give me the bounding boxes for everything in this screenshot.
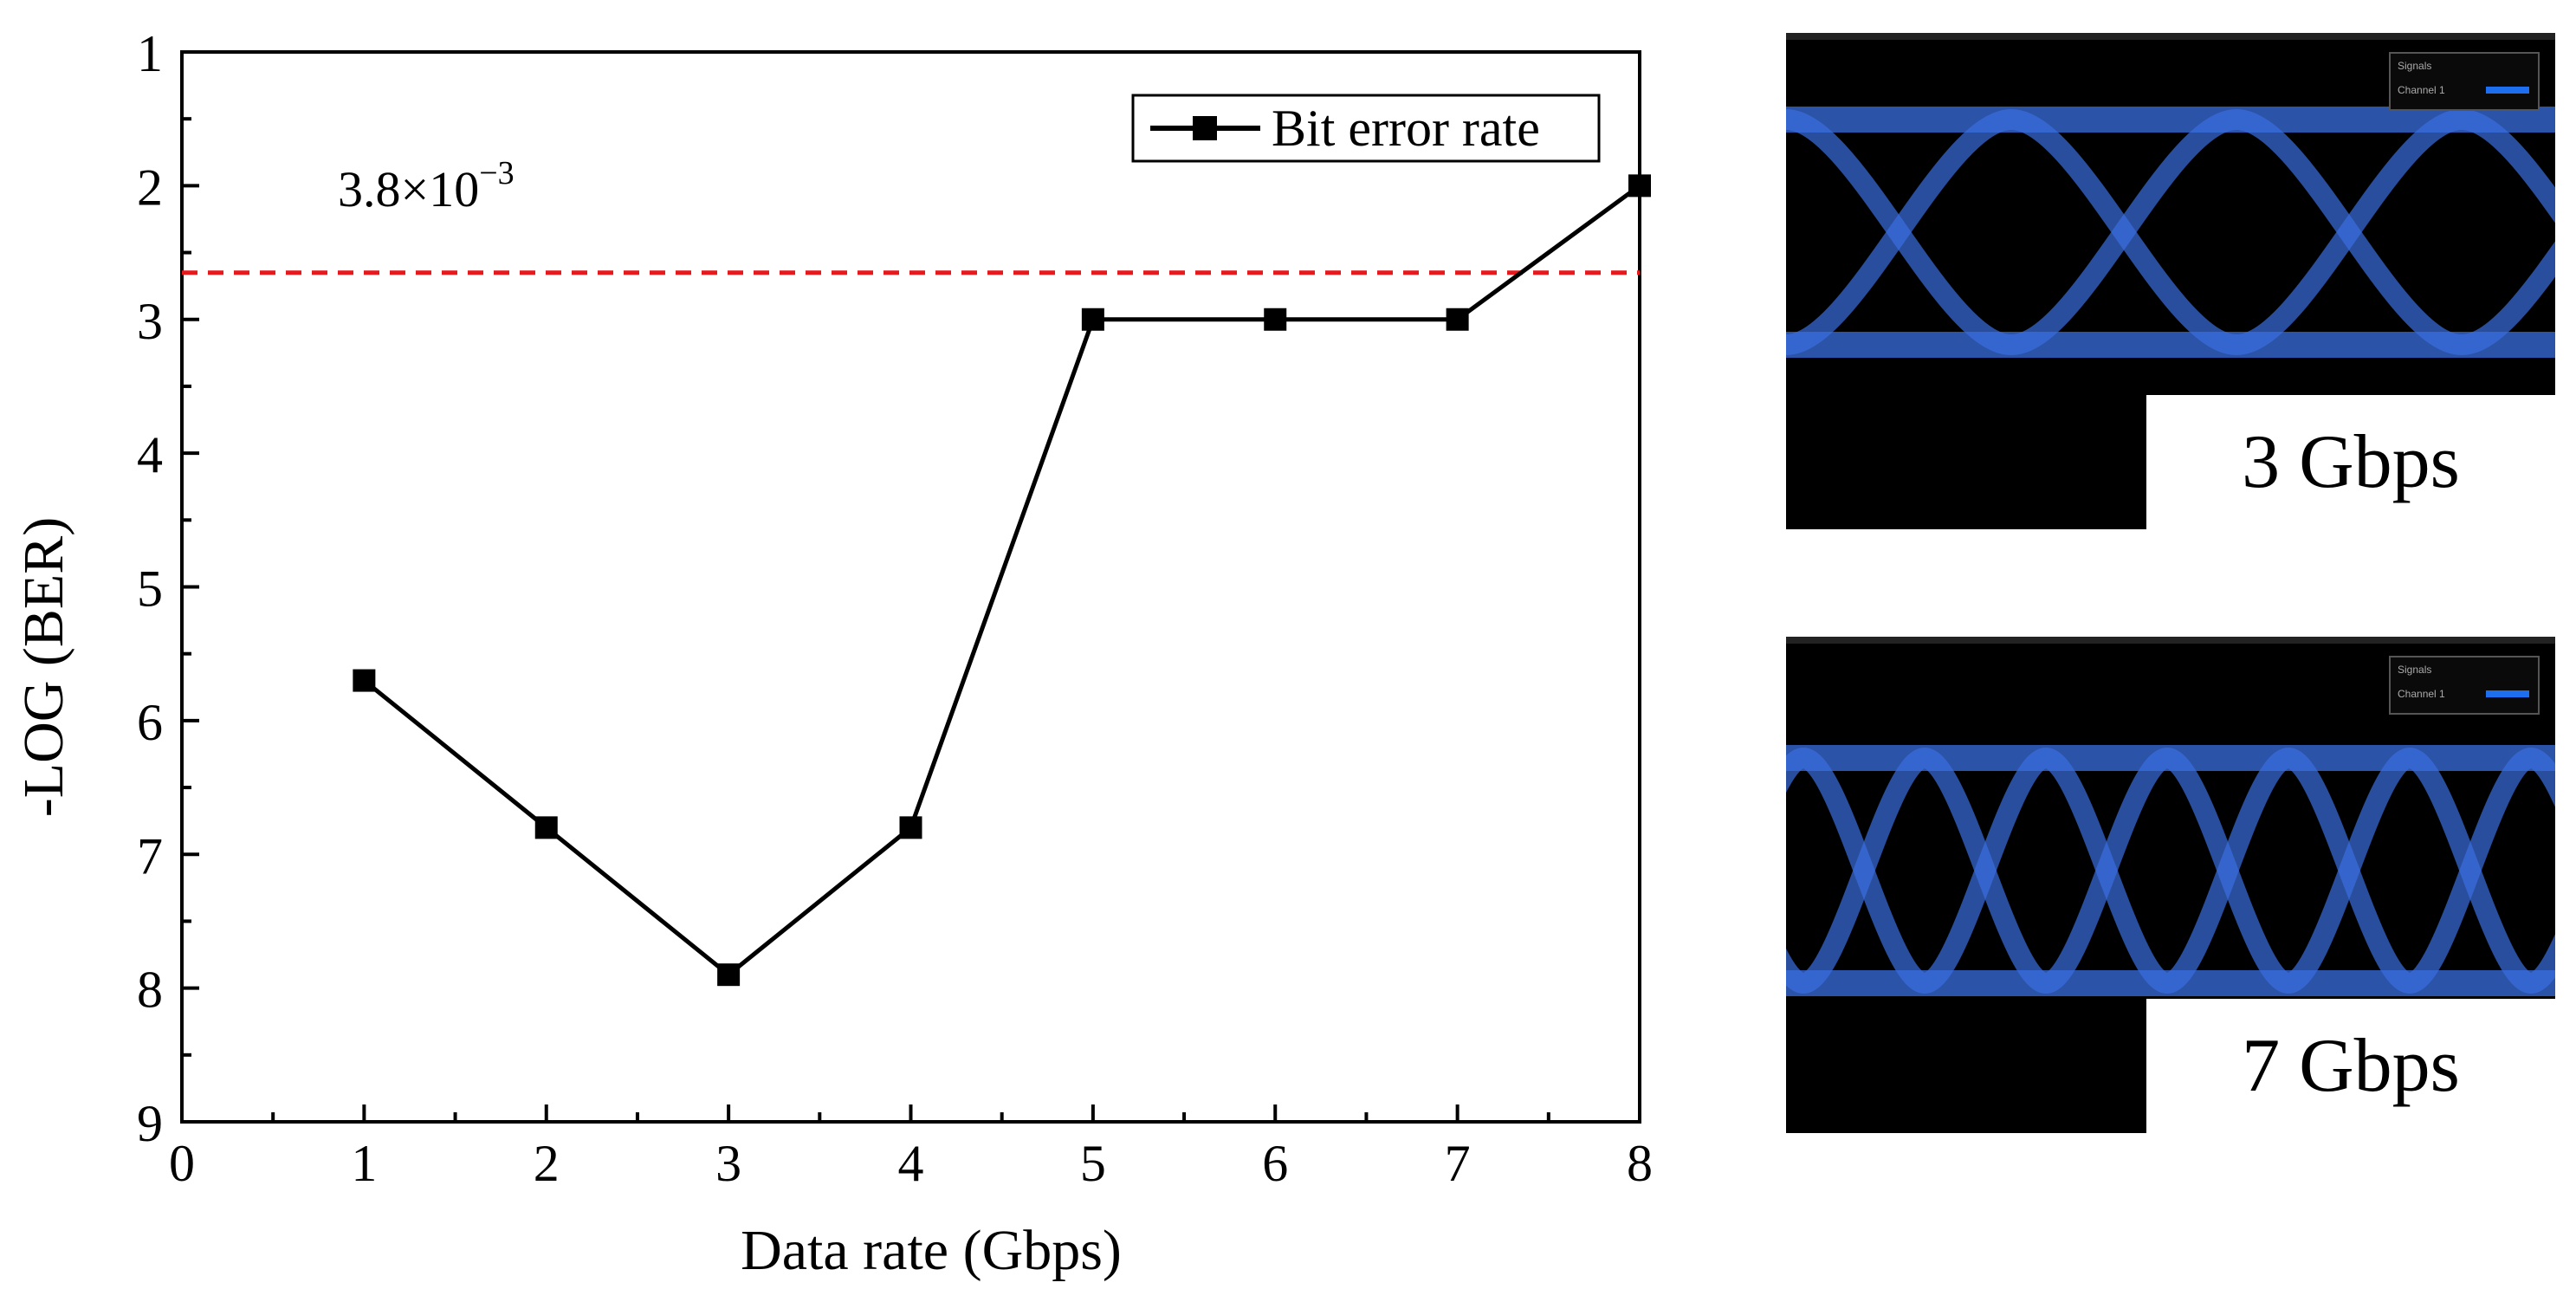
data-point (1628, 174, 1651, 198)
eye-transition-falling (2235, 109, 2463, 355)
x-tick-label: 1 (351, 1135, 377, 1192)
legend-entry: Bit error rate (1272, 100, 1540, 157)
eye-transition-falling (2406, 748, 2534, 994)
eye-transition-rising (1786, 748, 1807, 794)
eye-legend-title: Signals (2398, 60, 2432, 72)
eye-label-7gbps: 7 Gbps (2146, 999, 2555, 1133)
eye-diagram-3gbps: Signals Channel 1 3 Gbps (1786, 33, 2555, 529)
legend-marker (1193, 116, 1217, 140)
x-tick-label: 0 (169, 1135, 195, 1192)
x-tick-label: 2 (534, 1135, 560, 1192)
eye-legend-3gbps: Signals Channel 1 (2389, 52, 2540, 111)
series-layer (182, 174, 1651, 987)
eye-transition-falling (2164, 748, 2292, 994)
x-tick-label: 8 (1627, 1135, 1653, 1192)
eye-legend-channel-row: Channel 1 (2391, 78, 2538, 102)
eye-transition-falling (2460, 109, 2555, 223)
channel-swatch (2486, 87, 2529, 94)
eye-transition-rising (2527, 933, 2555, 994)
eye-pattern-7gbps (1786, 745, 2555, 996)
eye-traces-7gbps (1786, 637, 2555, 996)
y-tick-label: 6 (137, 694, 163, 751)
eye-transition-falling (1786, 109, 2013, 355)
y-tick-label: 5 (137, 560, 163, 618)
x-tick-label: 3 (715, 1135, 741, 1192)
x-tick-label: 4 (898, 1135, 924, 1192)
eye-traces-3gbps (1786, 33, 2555, 358)
eye-transition-falling (2527, 748, 2555, 808)
x-tick-label: 6 (1262, 1135, 1288, 1192)
threshold-label-base: 3.8×10 (338, 161, 479, 217)
eye-legend-channel: Channel 1 (2398, 84, 2445, 96)
eye-transition-falling (2042, 748, 2171, 994)
channel-swatch (2486, 690, 2529, 697)
data-point (1446, 308, 1469, 331)
eye-transition-falling (1921, 748, 2049, 994)
eye-diagram-7gbps: Signals Channel 1 7 Gbps (1786, 637, 2555, 1133)
axis-layer: 0 1 2 3 4 5 6 7 8 1 2 3 4 5 6 7 8 9 (137, 25, 1653, 1192)
eye-legend-channel: Channel 1 (2398, 688, 2445, 700)
y-axis-label: -LOG (BER) (12, 517, 75, 817)
y-tick-label: 7 (137, 827, 163, 884)
eye-transition-falling (2285, 748, 2413, 994)
eye-legend-7gbps: Signals Channel 1 (2389, 656, 2540, 715)
data-point (1081, 308, 1104, 331)
y-tick-label: 9 (137, 1095, 163, 1152)
eye-legend-title: Signals (2398, 664, 2432, 676)
threshold-label: 3.8×10−3 (338, 155, 515, 217)
data-point (717, 963, 741, 987)
y-tick-label: 8 (137, 962, 163, 1019)
data-point (534, 816, 558, 839)
eye-transition-falling (1800, 748, 1928, 994)
eye-pattern-3gbps (1786, 107, 2555, 358)
y-tick-label: 2 (137, 159, 163, 216)
x-tick-label: 5 (1080, 1135, 1106, 1192)
x-tick-label: 7 (1445, 1135, 1471, 1192)
eye-label-3gbps: 3 Gbps (2146, 395, 2555, 529)
ber-chart: 0 1 2 3 4 5 6 7 8 1 2 3 4 5 6 7 8 9 Data rate (Gbps) -LOG… (12, 25, 1653, 1282)
eye-legend-channel-row: Channel 1 (2391, 682, 2538, 706)
eye-transition-falling (2010, 109, 2238, 355)
eye-transition-rising (2460, 241, 2555, 355)
data-point (353, 669, 376, 692)
y-tick-label: 4 (137, 426, 163, 483)
legend: Bit error rate (1131, 94, 1601, 163)
y-tick-label: 3 (137, 293, 163, 350)
data-point (899, 816, 922, 839)
x-axis-label: Data rate (Gbps) (741, 1219, 1122, 1282)
series-line (362, 184, 1641, 977)
eye-transition-falling (1786, 948, 1807, 994)
y-tick-label: 1 (137, 25, 163, 82)
threshold-label-exponent: −3 (479, 155, 514, 191)
data-point (1264, 308, 1287, 331)
